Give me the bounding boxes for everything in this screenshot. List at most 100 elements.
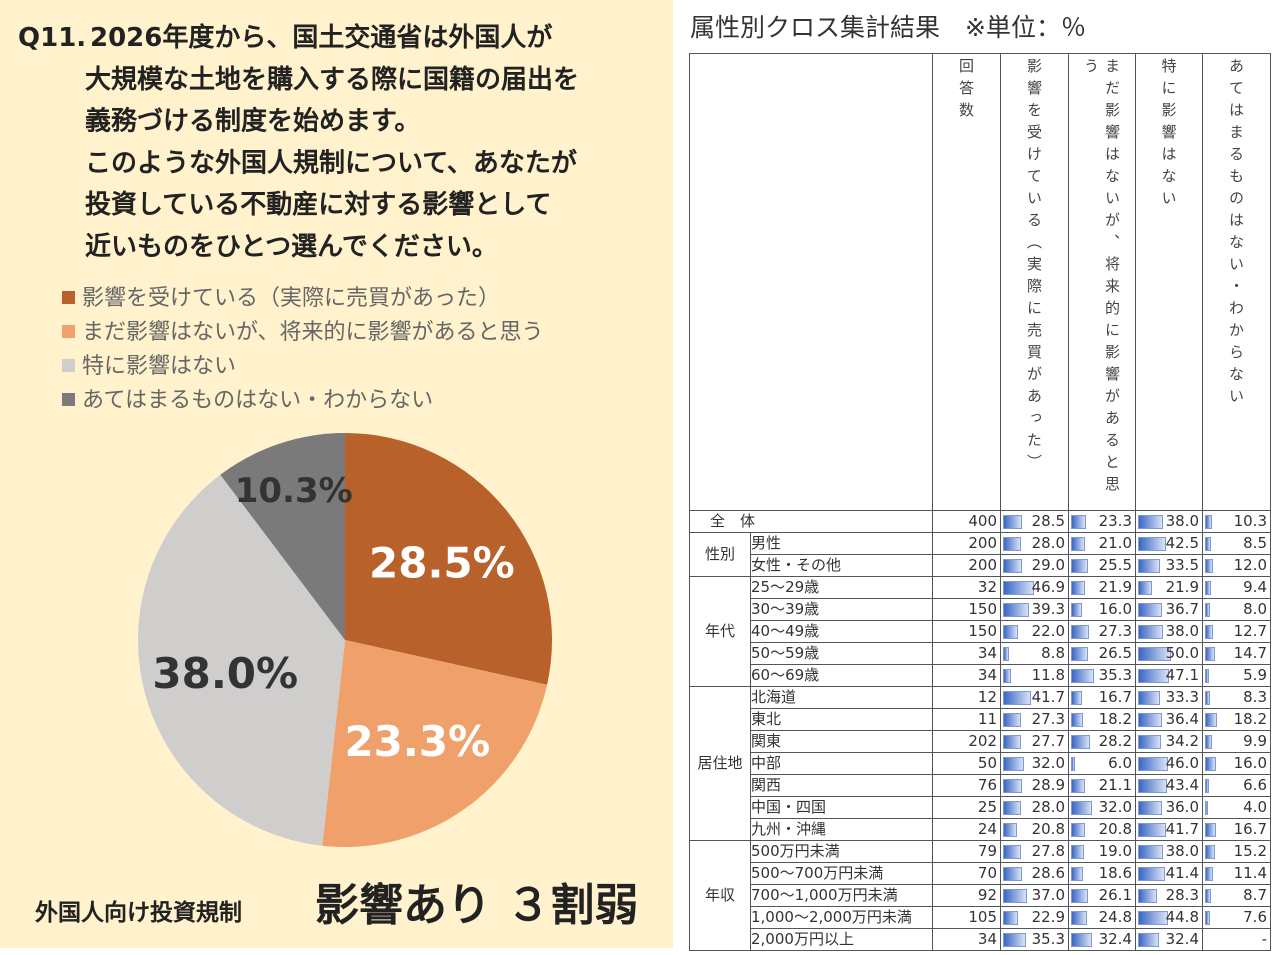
value-cell: 16.0 — [1068, 598, 1136, 621]
question-line: 投資している不動産に対する影響として — [85, 189, 551, 220]
value-cell: 18.6 — [1068, 862, 1136, 885]
value-cell: 26.5 — [1068, 642, 1136, 665]
data-bar — [1071, 603, 1082, 617]
row-label: 中国・四国 — [750, 796, 933, 819]
column-header: あてはまるものはない・わからない — [1202, 53, 1271, 511]
total-label: 全 体 — [689, 510, 933, 533]
data-bar — [1003, 581, 1034, 595]
value-cell: 47.1 — [1135, 664, 1203, 687]
cell-value: 43.4 — [1165, 776, 1199, 794]
pie-slice — [220, 433, 345, 640]
value-cell: 8.5 — [1202, 532, 1271, 555]
question-line: 義務づける制度を始めます。 — [85, 106, 420, 137]
value-cell: 22.0 — [1000, 620, 1069, 643]
value-cell: 24 — [932, 818, 1001, 841]
question-line: 2026年度から、国土交通省は外国人が — [90, 22, 552, 53]
value-cell: 34 — [932, 642, 1001, 665]
cell-value: 6.0 — [1108, 754, 1132, 772]
data-bar — [1071, 911, 1088, 925]
column-header-text: まだ影響はないが、将来的に影響があると思う — [1082, 58, 1121, 498]
data-bar — [1138, 537, 1167, 551]
row-label: 500～700万円未満 — [750, 862, 933, 885]
cell-value: 11.8 — [1031, 666, 1065, 684]
data-bar — [1205, 735, 1212, 749]
data-row: 40～49歳 150 22.0 27.3 38.0 12.7 — [690, 620, 1271, 643]
cell-value: 37.0 — [1031, 886, 1065, 904]
data-row: 年収 500万円未満 79 27.8 19.0 38.0 15.2 — [689, 840, 1271, 951]
cell-value: 46.0 — [1165, 754, 1199, 772]
value-cell: 6.0 — [1068, 752, 1136, 775]
value-cell: 76 — [932, 774, 1001, 797]
data-bar — [1138, 625, 1164, 639]
cell-value: 38.0 — [1165, 842, 1199, 860]
cell-value: 41.4 — [1165, 864, 1199, 882]
value-cell: 25 — [932, 796, 1001, 819]
cell-value: 15.2 — [1233, 842, 1267, 860]
group-label: 年代 — [689, 576, 751, 687]
data-bar — [1071, 691, 1083, 705]
cell-value: 21.1 — [1098, 776, 1132, 794]
value-cell: 25.5 — [1068, 554, 1136, 577]
data-bar — [1003, 735, 1022, 749]
chart: Q11. 2026年度から、国土交通省は外国人が大規模な土地を購入する際に国籍の届… — [18, 22, 638, 931]
row-label: 関東 — [750, 730, 933, 753]
cell-value: 18.6 — [1098, 864, 1132, 882]
cell-value: 47.1 — [1165, 666, 1199, 684]
data-bar — [1071, 515, 1087, 529]
data-bar — [1071, 823, 1085, 837]
data-bar — [1205, 911, 1211, 925]
value-cell: 26.1 — [1068, 884, 1136, 907]
data-bar — [1138, 867, 1166, 881]
data-bar — [1205, 603, 1211, 617]
value-cell: 28.6 — [1000, 862, 1069, 885]
cell-value: 92 — [977, 886, 997, 904]
cell-value: 8.0 — [1243, 600, 1267, 618]
cell-value: 50.0 — [1165, 644, 1199, 662]
data-row: 500～700万円未満 70 28.6 18.6 41.4 11.4 — [690, 862, 1271, 885]
header-row: 回答数 影響を受けている（実際に売買があった） まだ影響はないが、将来的に影響がある… — [689, 53, 1271, 511]
corner — [689, 53, 933, 511]
data-bar — [1003, 625, 1018, 639]
cell-value: 22.0 — [1031, 622, 1065, 640]
cell-value: 44.8 — [1165, 908, 1199, 926]
cell-value: 34.2 — [1165, 732, 1199, 750]
value-cell: 43.4 — [1135, 774, 1203, 797]
value-cell: - — [1202, 928, 1271, 951]
cell-value: 34 — [977, 930, 997, 948]
cell-value: 32.0 — [1031, 754, 1065, 772]
value-cell: 18.2 — [1202, 708, 1271, 731]
cell-value: 20.8 — [1031, 820, 1065, 838]
data-bar — [1003, 713, 1022, 727]
legend-label: 影響を受けている（実際に売買があった） — [82, 286, 500, 311]
cell-value: 10.3 — [1233, 512, 1267, 530]
data-bar — [1003, 559, 1023, 573]
cell-value: 32.4 — [1165, 930, 1199, 948]
value-cell: 150 — [932, 598, 1001, 621]
column-header: 回答数 — [932, 53, 1001, 511]
cell-value: 23.3 — [1098, 512, 1132, 530]
value-cell: 21.9 — [1135, 576, 1203, 599]
cell-value: 28.6 — [1031, 864, 1065, 882]
cell-value: 8.3 — [1243, 688, 1267, 706]
data-bar — [1071, 845, 1084, 859]
value-cell: 15.2 — [1202, 840, 1271, 863]
data-bar — [1138, 559, 1161, 573]
question-line: 大規模な土地を購入する際に国籍の届出を — [85, 64, 579, 95]
value-cell: 21.0 — [1068, 532, 1136, 555]
value-cell: 10.3 — [1202, 510, 1271, 533]
row-label: 東北 — [750, 708, 933, 731]
data-bar — [1003, 647, 1009, 661]
value-cell: 38.0 — [1135, 510, 1203, 533]
value-cell: 34 — [932, 664, 1001, 687]
value-cell: 202 — [932, 730, 1001, 753]
data-bar — [1138, 735, 1161, 749]
value-cell: 70 — [932, 862, 1001, 885]
cell-value: 16.0 — [1233, 754, 1267, 772]
data-bar — [1138, 823, 1166, 837]
value-cell: 11.8 — [1000, 664, 1069, 687]
value-cell: 28.0 — [1000, 532, 1069, 555]
cell-value: 14.7 — [1233, 644, 1267, 662]
legend-label: まだ影響はないが、将来的に影響があると思う — [82, 320, 544, 345]
cell-value: 21.9 — [1165, 578, 1199, 596]
